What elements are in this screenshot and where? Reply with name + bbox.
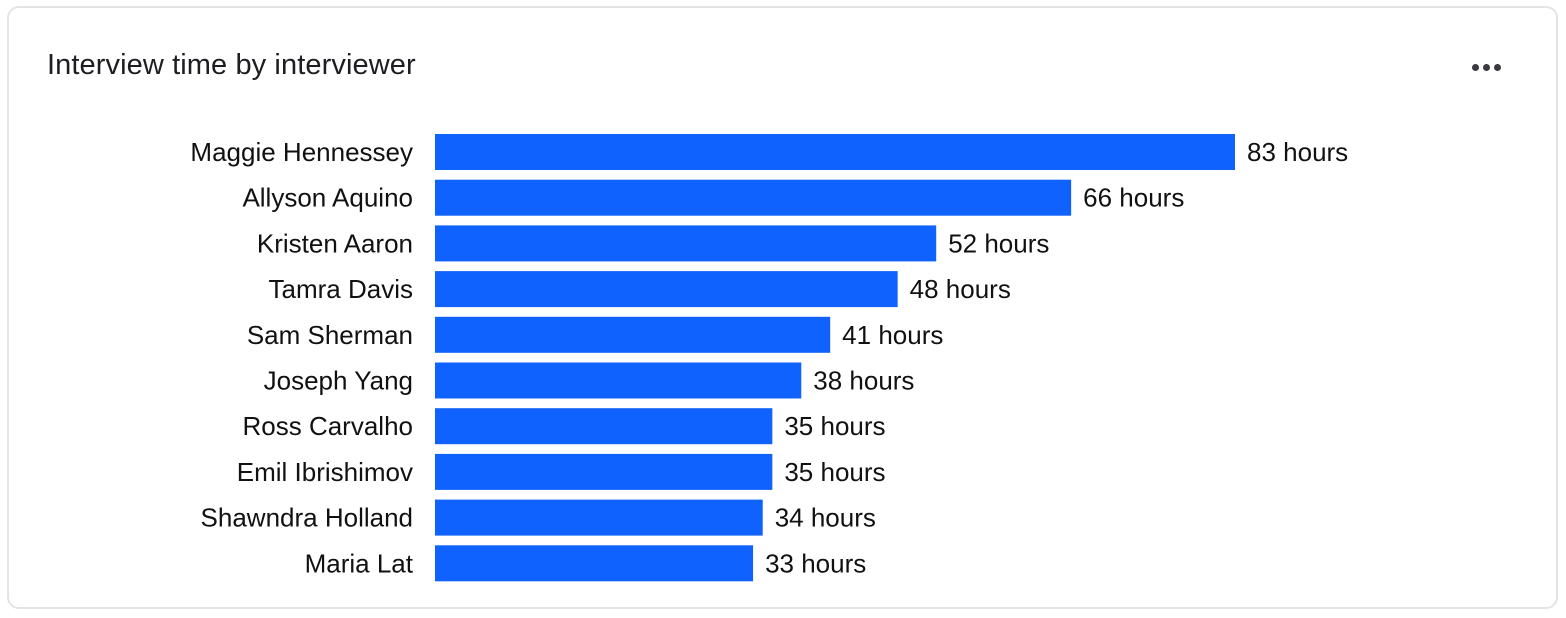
category-label: Emil Ibrishimov (237, 457, 413, 487)
more-options-button[interactable] (1460, 50, 1512, 84)
bar[interactable] (435, 545, 754, 582)
value-label: 35 hours (784, 411, 885, 441)
bar[interactable] (435, 453, 773, 490)
bar[interactable] (435, 499, 763, 536)
more-horizontal-icon-dot (1482, 63, 1490, 71)
category-label: Kristen Aaron (257, 228, 413, 258)
value-label: 66 hours (1083, 183, 1184, 213)
value-label: 48 hours (910, 274, 1011, 304)
category-label: Ross Carvalho (242, 411, 413, 441)
category-label: Allyson Aquino (242, 183, 413, 213)
bar[interactable] (435, 408, 773, 445)
category-label: Sam Sherman (247, 320, 413, 350)
bar[interactable] (435, 225, 937, 262)
value-label: 83 hours (1247, 137, 1348, 167)
category-label: Joseph Yang (264, 366, 413, 396)
bar[interactable] (435, 179, 1072, 216)
card-title: Interview time by interviewer (47, 49, 416, 81)
category-label: Tamra Davis (269, 274, 413, 304)
bar[interactable] (435, 134, 1235, 170)
value-label: 34 hours (775, 503, 876, 533)
more-horizontal-icon-dot (1471, 63, 1479, 71)
more-horizontal-icon-dot (1493, 63, 1501, 71)
chart-card: Interview time by interviewer (7, 6, 1558, 609)
category-label: Maggie Hennessey (190, 137, 413, 167)
value-label: 35 hours (784, 457, 885, 487)
bar[interactable] (435, 316, 831, 353)
bar[interactable] (435, 362, 802, 399)
value-label: 41 hours (842, 320, 943, 350)
value-label: 33 hours (765, 548, 866, 578)
bar[interactable] (435, 271, 898, 308)
category-label: Shawndra Holland (201, 503, 413, 533)
category-label: Maria Lat (305, 548, 414, 578)
value-label: 52 hours (948, 228, 1049, 258)
value-label: 38 hours (813, 366, 914, 396)
